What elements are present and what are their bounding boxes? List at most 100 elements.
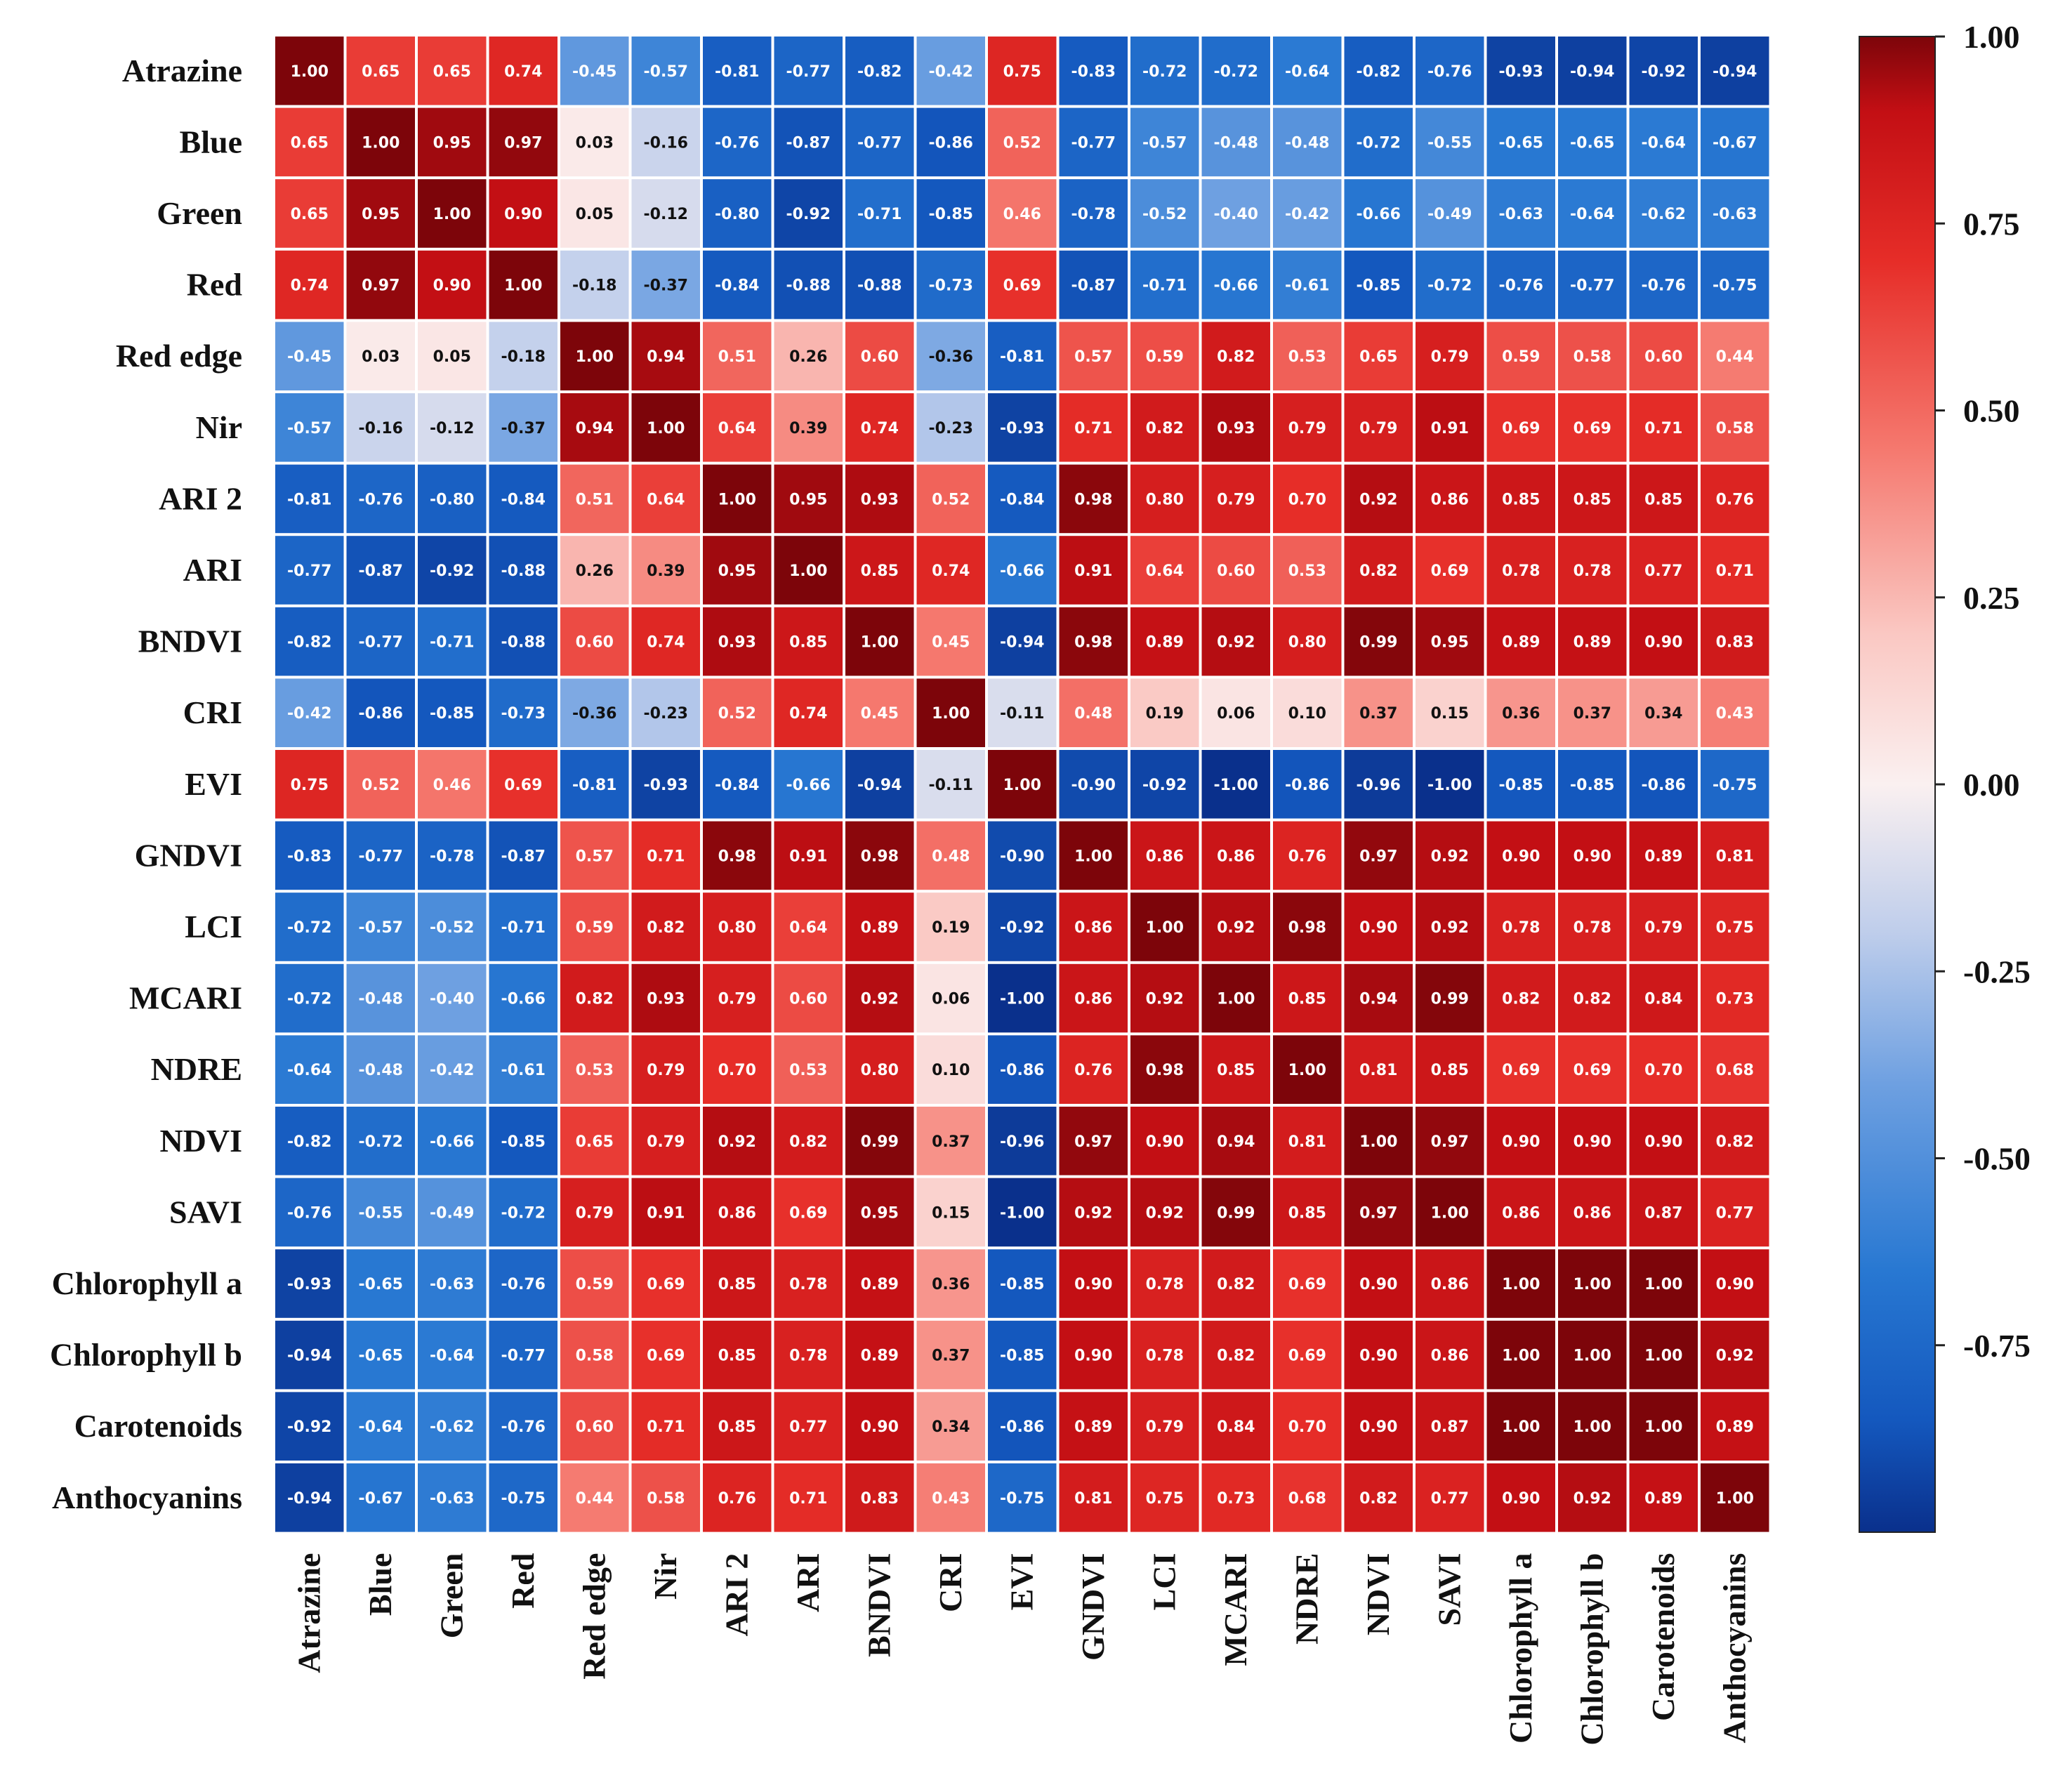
row-label: GNDVI xyxy=(135,837,242,873)
heatmap-cell-rect xyxy=(560,393,629,462)
heatmap-cell-value: 1.00 xyxy=(433,206,471,223)
heatmap-cell: -0.82 xyxy=(275,607,344,676)
heatmap-cell-value: -0.57 xyxy=(644,63,688,81)
heatmap-cell-rect xyxy=(1059,37,1128,105)
heatmap-cell-value: -0.90 xyxy=(1000,848,1044,865)
heatmap-cell-rect xyxy=(1701,1035,1769,1104)
heatmap-cell: 0.85 xyxy=(845,536,914,605)
heatmap-cell-rect xyxy=(1273,179,1342,248)
heatmap-cell: 0.97 xyxy=(1344,1178,1413,1247)
colorbar-tick-label: 0.25 xyxy=(1963,580,2020,616)
heatmap-cell-value: 0.69 xyxy=(1574,1062,1611,1079)
heatmap-cell: -0.72 xyxy=(1416,250,1484,319)
heatmap-cell-rect xyxy=(1701,536,1769,605)
heatmap-cell-value: -0.16 xyxy=(359,420,403,437)
heatmap-cell-value: 0.57 xyxy=(576,848,614,865)
heatmap-cell-value: 0.79 xyxy=(1146,1418,1184,1436)
heatmap-cell: 0.89 xyxy=(845,892,914,961)
colorbar xyxy=(1859,36,1936,1533)
heatmap-cell-value: 0.86 xyxy=(1146,848,1184,865)
heatmap-cell-rect xyxy=(1629,536,1698,605)
heatmap-cell-value: -0.16 xyxy=(644,134,688,152)
heatmap-cell-rect xyxy=(631,464,700,534)
heatmap-cell-value: 0.90 xyxy=(1644,634,1682,652)
heatmap-cell-value: 0.99 xyxy=(861,1133,899,1151)
heatmap-cell: -0.85 xyxy=(988,1249,1057,1318)
heatmap-cell: 0.76 xyxy=(1701,464,1769,534)
heatmap-cell: 0.79 xyxy=(631,1035,700,1104)
row-label: Red xyxy=(187,267,243,303)
heatmap-cell-value: -0.40 xyxy=(430,991,474,1008)
heatmap-cell: -0.40 xyxy=(418,963,487,1033)
heatmap-cell-value: 0.15 xyxy=(932,1204,970,1222)
heatmap-cell-rect xyxy=(774,1320,843,1390)
heatmap-cell-rect xyxy=(916,1035,985,1104)
heatmap-cell-rect xyxy=(346,1035,415,1104)
heatmap-cell: -0.85 xyxy=(1558,750,1627,819)
heatmap-cell-rect xyxy=(631,750,700,819)
heatmap-cell-rect xyxy=(1486,607,1555,676)
heatmap-cell-value: 1.00 xyxy=(1146,919,1184,937)
heatmap-cell-rect xyxy=(845,393,914,462)
heatmap-cell-value: 0.85 xyxy=(718,1348,756,1365)
heatmap-cell: 0.59 xyxy=(1486,322,1555,390)
heatmap-cell-value: 0.95 xyxy=(789,491,827,508)
heatmap-cell-rect xyxy=(1558,179,1627,248)
heatmap-cell: 0.03 xyxy=(560,107,629,177)
heatmap-cell: -0.72 xyxy=(346,1107,415,1175)
heatmap-cell-rect xyxy=(1701,1392,1769,1461)
heatmap-cell-rect xyxy=(1416,1249,1484,1318)
heatmap-cell-rect xyxy=(1486,464,1555,534)
heatmap-cell-value: 0.43 xyxy=(932,1490,970,1508)
heatmap-cell-value: -0.72 xyxy=(501,1204,546,1222)
heatmap-cell: -0.52 xyxy=(1130,179,1199,248)
heatmap-cell: -0.93 xyxy=(1486,37,1555,105)
heatmap-cell-value: -0.72 xyxy=(1427,277,1472,295)
heatmap-cell-value: 0.94 xyxy=(576,420,614,437)
heatmap-cell-value: -0.57 xyxy=(287,420,331,437)
heatmap-cell-rect xyxy=(1130,1463,1199,1532)
heatmap-cell-rect xyxy=(703,322,772,390)
row-label: Atrazine xyxy=(122,53,242,88)
heatmap-cell: 0.52 xyxy=(988,107,1057,177)
heatmap-cell-value: -0.81 xyxy=(572,777,616,794)
heatmap-cell-rect xyxy=(1416,963,1484,1033)
heatmap-cell: -0.94 xyxy=(275,1320,344,1390)
heatmap-cell-value: -0.48 xyxy=(1285,134,1329,152)
heatmap-cell-rect xyxy=(1273,1178,1342,1247)
heatmap-cell-value: 0.89 xyxy=(1644,1490,1682,1508)
heatmap-cell: -1.00 xyxy=(988,963,1057,1033)
heatmap-cell-value: 0.60 xyxy=(789,991,827,1008)
heatmap-cell: 0.85 xyxy=(1629,464,1698,534)
heatmap-cell-rect xyxy=(845,464,914,534)
heatmap-cell-value: 0.99 xyxy=(1217,1204,1255,1222)
heatmap-cell-rect xyxy=(1486,963,1555,1033)
heatmap-cell-rect xyxy=(1344,821,1413,890)
heatmap-cell-value: 0.46 xyxy=(1003,206,1041,223)
heatmap-cells: 1.00 0.65 0.65 0.74 -0.45 -0.57 -0.81 -0.77 -0.8… xyxy=(275,37,1769,1532)
heatmap-cell: 0.79 xyxy=(560,1178,629,1247)
heatmap-cell-value: 0.79 xyxy=(1359,420,1397,437)
heatmap-cell-value: 0.53 xyxy=(789,1062,827,1079)
heatmap-cell-rect xyxy=(1701,393,1769,462)
heatmap-cell-value: 1.00 xyxy=(718,491,756,508)
heatmap-cell: -0.67 xyxy=(346,1463,415,1532)
heatmap-cell-value: 0.90 xyxy=(1716,1276,1754,1293)
heatmap-cell: 0.64 xyxy=(774,892,843,961)
heatmap-cell: 0.69 xyxy=(1558,393,1627,462)
heatmap-cell-rect xyxy=(418,1035,487,1104)
heatmap-cell-rect xyxy=(418,250,487,319)
heatmap-cell-value: 0.58 xyxy=(1574,348,1611,366)
heatmap-cell: 0.06 xyxy=(1201,678,1270,747)
heatmap-cell-rect xyxy=(1344,678,1413,747)
heatmap-cell: 0.43 xyxy=(916,1463,985,1532)
heatmap-cell-value: -0.71 xyxy=(857,206,902,223)
heatmap-cell: -0.66 xyxy=(418,1107,487,1175)
heatmap-cell: 0.53 xyxy=(1273,536,1342,605)
heatmap-cell: 0.91 xyxy=(1416,393,1484,462)
heatmap-cell: 0.65 xyxy=(1344,322,1413,390)
heatmap-cell-rect xyxy=(275,1107,344,1175)
heatmap-cell: 0.51 xyxy=(560,464,629,534)
heatmap-cell: -0.77 xyxy=(346,821,415,890)
heatmap-cell-rect xyxy=(1629,892,1698,961)
